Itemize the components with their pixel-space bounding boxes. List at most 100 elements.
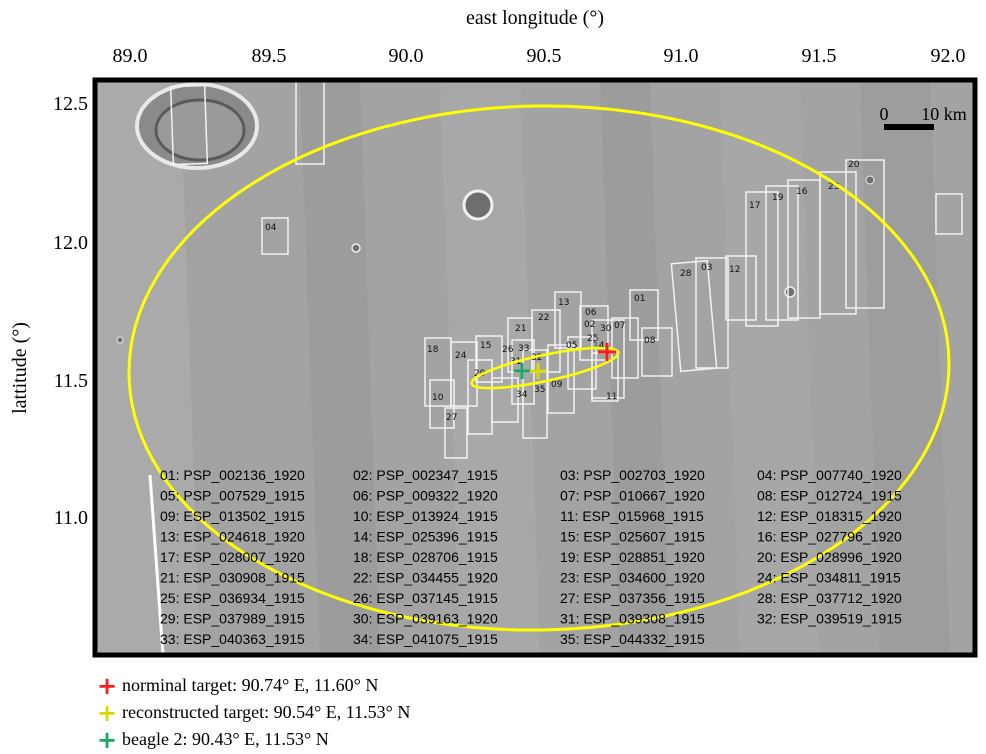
footprint-label: 07 bbox=[614, 321, 625, 331]
map-image: 01 02 03 04 05 06 07 08 09 10 11 12 13 14 15 16 17 18 19 20… bbox=[95, 80, 975, 655]
footprint-label: 04 bbox=[265, 223, 277, 233]
footprint-label: 19 bbox=[772, 193, 784, 203]
yellow-cross-icon: + bbox=[96, 698, 118, 727]
craters bbox=[116, 82, 875, 344]
image-list-entry: 31: ESP_039308_1915 bbox=[560, 611, 705, 627]
beagle2-marker bbox=[514, 363, 530, 379]
image-list-entry: 01: PSP_002136_1920 bbox=[160, 467, 305, 483]
x-tick-label: 90.0 bbox=[389, 45, 424, 67]
image-list-entry: 19: ESP_028851_1920 bbox=[560, 549, 705, 565]
y-tick-label: 11.0 bbox=[54, 507, 88, 529]
scale-length-label: 10 km bbox=[921, 104, 967, 124]
y-tick-label: 12.0 bbox=[53, 232, 88, 254]
footprint-label: 03 bbox=[701, 263, 712, 273]
image-list-entry: 30: ESP_039163_1920 bbox=[353, 611, 498, 627]
image-list-entry: 35: ESP_044332_1915 bbox=[560, 631, 705, 647]
image-list-entry: 20: ESP_028996_1920 bbox=[757, 549, 902, 565]
image-list-entry: 28: ESP_037712_1920 bbox=[757, 590, 902, 606]
image-list-entry: 15: ESP_025607_1915 bbox=[560, 529, 705, 545]
footprint-label: 25 bbox=[587, 334, 598, 344]
image-list-entry: 26: ESP_037145_1915 bbox=[353, 590, 498, 606]
image-id-list: 01: PSP_002136_1920 02: PSP_002347_1915 03… bbox=[160, 467, 902, 647]
footprint-label: 15 bbox=[480, 341, 491, 351]
footprint-label: 34 bbox=[516, 390, 528, 400]
image-list-entry: 13: ESP_024618_1920 bbox=[160, 529, 305, 545]
y-tick-label: 12.5 bbox=[53, 93, 88, 115]
nominal-target-marker bbox=[598, 343, 616, 361]
footprint-label: 02 bbox=[584, 320, 595, 330]
footprint-label: 14 bbox=[593, 341, 605, 351]
image-list-entry: 09: ESP_013502_1915 bbox=[160, 508, 305, 524]
legend-text: reconstructed target: 90.54° E, 11.53° N bbox=[122, 702, 411, 722]
footprint-label: 11 bbox=[606, 392, 617, 402]
x-tick-label: 90.5 bbox=[527, 45, 562, 67]
image-list-entry: 02: PSP_002347_1915 bbox=[353, 467, 498, 483]
y-tick-label: 11.5 bbox=[54, 370, 88, 392]
footprint-label: 10 bbox=[432, 393, 444, 403]
x-tick-label: 89.5 bbox=[252, 45, 287, 67]
image-list-entry: 11: ESP_015968_1915 bbox=[560, 508, 704, 524]
footprint-label: 12 bbox=[729, 265, 740, 275]
image-list-entry: 22: ESP_034455_1920 bbox=[353, 570, 498, 586]
x-tick-label: 92.0 bbox=[931, 45, 966, 67]
footprint-label: 16 bbox=[796, 187, 808, 197]
image-list-entry: 29: ESP_037989_1915 bbox=[160, 611, 305, 627]
footprint-label: 17 bbox=[749, 201, 760, 211]
x-tick-label: 91.5 bbox=[802, 45, 837, 67]
legend-item-beagle: + beagle 2: 90.43° E, 11.53° N bbox=[96, 726, 410, 753]
footprint-label: 08 bbox=[644, 336, 656, 346]
mars-landing-site-map: east longitude (°) lattitude (°) 89.0 89… bbox=[9, 7, 978, 658]
image-list-entry: 05: PSP_007529_1915 bbox=[160, 488, 305, 504]
image-list-entry: 17: ESP_028007_1920 bbox=[160, 549, 305, 565]
footprint-rects bbox=[169, 80, 963, 459]
footprint-label: 22 bbox=[538, 313, 549, 323]
footprint-label: 06 bbox=[585, 308, 597, 318]
image-list-entry: 25: ESP_036934_1915 bbox=[160, 590, 305, 606]
legend-text: norminal target: 90.74° E, 11.60° N bbox=[122, 675, 379, 695]
scale-zero-label: 0 bbox=[880, 104, 889, 124]
image-list-entry: 08: ESP_012724_1915 bbox=[757, 488, 902, 504]
map-frame bbox=[92, 77, 978, 658]
track-line bbox=[148, 474, 165, 655]
red-cross-icon: + bbox=[96, 671, 118, 700]
image-list-entry: 33: ESP_040363_1915 bbox=[160, 631, 305, 647]
landing-ellipse-small bbox=[470, 346, 620, 390]
y-tick-labels: 12.5 12.0 11.5 11.0 bbox=[53, 93, 88, 529]
legend-text: beagle 2: 90.43° E, 11.53° N bbox=[122, 729, 329, 749]
image-list-entry: 06: PSP_009322_1920 bbox=[353, 488, 498, 504]
mosaic-strips bbox=[95, 80, 950, 655]
left-axis-label: lattitude (°) bbox=[9, 322, 31, 414]
image-list-entry: 21: ESP_030908_1915 bbox=[160, 570, 305, 586]
legend-item-nominal: + norminal target: 90.74° E, 11.60° N bbox=[96, 672, 410, 699]
footprint-label: 24 bbox=[455, 351, 467, 361]
footprint-label: 05 bbox=[566, 341, 577, 351]
image-list-entry: 27: ESP_037356_1915 bbox=[560, 590, 705, 606]
footprint-label: 09 bbox=[551, 380, 563, 390]
top-axis-label: east longitude (°) bbox=[466, 7, 604, 29]
footprint-label: 30 bbox=[600, 324, 612, 334]
green-cross-icon: + bbox=[96, 725, 118, 754]
image-list-entry: 04: PSP_007740_1920 bbox=[757, 467, 902, 483]
image-list-entry: 32: ESP_039519_1915 bbox=[757, 611, 902, 627]
footprint-label: 26 bbox=[502, 345, 514, 355]
image-list-entry: 16: ESP_027796_1920 bbox=[757, 529, 902, 545]
footprint-label: 28 bbox=[680, 269, 692, 279]
scale-bar: 0 10 km bbox=[880, 104, 967, 130]
footprint-label: 33 bbox=[518, 344, 529, 354]
image-list-entry: 14: ESP_025396_1915 bbox=[353, 529, 498, 545]
image-list-entry: 34: ESP_041075_1915 bbox=[353, 631, 498, 647]
image-list-entry: 10: ESP_013924_1915 bbox=[353, 508, 498, 524]
image-list-entry: 07: PSP_010667_1920 bbox=[560, 488, 705, 504]
image-list-entry: 24: ESP_034811_1915 bbox=[757, 570, 901, 586]
footprint-label: 13 bbox=[558, 298, 569, 308]
image-list-entry: 12: ESP_018315_1920 bbox=[757, 508, 902, 524]
image-list-entry: 23: ESP_034600_1920 bbox=[560, 570, 705, 586]
legend-item-reconstructed: + reconstructed target: 90.54° E, 11.53°… bbox=[96, 699, 410, 726]
footprint-label: 18 bbox=[427, 345, 439, 355]
landing-ellipse-large bbox=[127, 104, 951, 632]
image-list-entry: 18: ESP_028706_1915 bbox=[353, 549, 498, 565]
footprint-label: 32 bbox=[531, 353, 542, 363]
image-list-entry: 03: PSP_002703_1920 bbox=[560, 467, 705, 483]
x-tick-label: 91.0 bbox=[664, 45, 699, 67]
reconstructed-target-marker bbox=[530, 363, 546, 379]
